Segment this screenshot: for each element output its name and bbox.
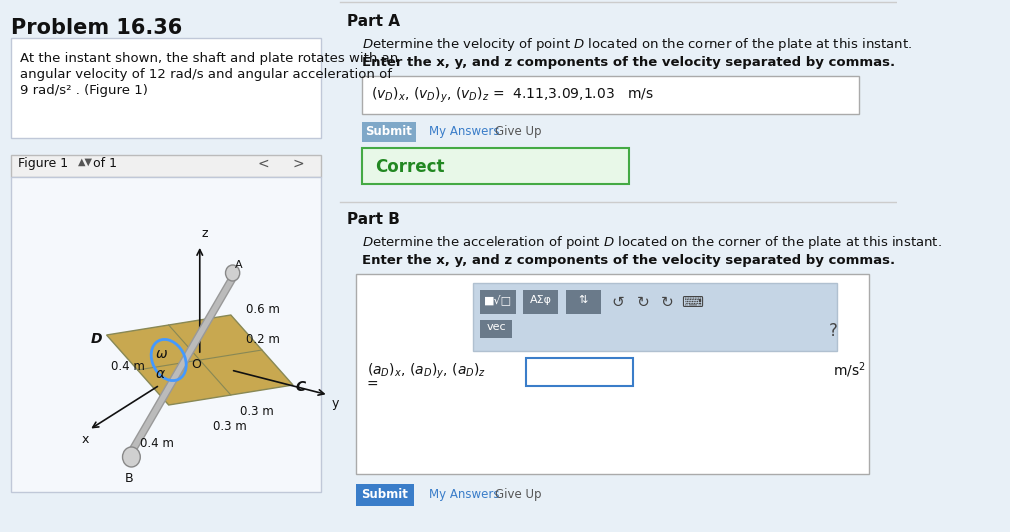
Text: Submit: Submit: [366, 125, 412, 138]
Text: ▲▼: ▲▼: [78, 157, 93, 167]
Text: ω: ω: [156, 347, 167, 361]
Bar: [356, 484, 414, 506]
Text: $(a_D)_x$, $(a_D)_y$, $(a_D)_z$: $(a_D)_x$, $(a_D)_y$, $(a_D)_z$: [367, 362, 486, 381]
Text: of 1: of 1: [93, 157, 117, 170]
Text: α: α: [156, 367, 165, 381]
Text: m/s$^2$: m/s$^2$: [833, 360, 866, 380]
Text: 0.3 m: 0.3 m: [239, 405, 274, 418]
Bar: [566, 290, 601, 314]
Bar: [481, 290, 516, 314]
Text: C: C: [296, 380, 306, 394]
Text: 0.3 m: 0.3 m: [213, 420, 246, 433]
Text: 0.4 m: 0.4 m: [140, 437, 174, 450]
Text: Enter the x, y, and z components of the velocity separated by commas.: Enter the x, y, and z components of the …: [363, 56, 895, 69]
Text: O: O: [191, 358, 201, 371]
Text: ↻: ↻: [662, 295, 674, 310]
Bar: [363, 122, 415, 142]
Bar: [523, 290, 559, 314]
Text: Give Up: Give Up: [496, 488, 542, 501]
Text: z: z: [202, 227, 208, 240]
Text: Correct: Correct: [376, 158, 445, 176]
Bar: [526, 358, 633, 386]
Text: =: =: [367, 378, 379, 392]
Bar: [474, 283, 837, 351]
Circle shape: [122, 447, 140, 467]
Text: Submit: Submit: [361, 488, 408, 501]
Text: Part B: Part B: [347, 212, 400, 227]
Text: Figure 1: Figure 1: [18, 157, 68, 170]
Text: Problem 16.36: Problem 16.36: [11, 18, 182, 38]
Text: Give Up: Give Up: [496, 125, 542, 138]
Text: ↺: ↺: [612, 295, 624, 310]
Text: x: x: [82, 433, 89, 446]
Bar: [356, 274, 870, 474]
Text: <: <: [258, 157, 269, 171]
Bar: [11, 155, 321, 177]
Text: y: y: [331, 397, 338, 410]
Text: $D$etermine the velocity of point $D$ located on the corner of the plate at this: $D$etermine the velocity of point $D$ lo…: [363, 36, 912, 53]
Text: $D$etermine the acceleration of point $D$ located on the corner of the plate at : $D$etermine the acceleration of point $D…: [363, 234, 942, 251]
Bar: [363, 148, 628, 184]
Bar: [363, 76, 860, 114]
Text: At the instant shown, the shaft and plate rotates with an: At the instant shown, the shaft and plat…: [19, 52, 398, 65]
Text: A: A: [235, 260, 242, 270]
Text: My Answers: My Answers: [429, 488, 499, 501]
Text: angular velocity of 12 rad/s and angular acceleration of: angular velocity of 12 rad/s and angular…: [19, 68, 392, 81]
Text: >: >: [293, 157, 305, 171]
Text: 9 rad/s² . (Figure 1): 9 rad/s² . (Figure 1): [19, 84, 147, 97]
Text: $(v_D)_x$, $(v_D)_y$, $(v_D)_z$ =  4.11,3.09,1.03   m/s: $(v_D)_x$, $(v_D)_y$, $(v_D)_z$ = 4.11,3…: [371, 86, 654, 105]
Circle shape: [225, 265, 239, 281]
Text: B: B: [124, 472, 133, 485]
Bar: [11, 177, 321, 492]
Text: 0.6 m: 0.6 m: [245, 303, 280, 316]
Text: 0.2 m: 0.2 m: [245, 333, 280, 346]
Bar: [481, 320, 512, 338]
Text: 0.4 m: 0.4 m: [111, 360, 144, 373]
Text: My Answers: My Answers: [429, 125, 499, 138]
Polygon shape: [106, 315, 293, 405]
Text: ⌨: ⌨: [682, 295, 704, 310]
Text: vec: vec: [487, 322, 506, 332]
Text: Enter the x, y, and z components of the velocity separated by commas.: Enter the x, y, and z components of the …: [363, 254, 895, 267]
Text: ↻: ↻: [636, 295, 649, 310]
Text: Part A: Part A: [347, 14, 400, 29]
Bar: [11, 38, 321, 138]
Text: ?: ?: [828, 322, 837, 340]
Text: AΣφ: AΣφ: [529, 295, 551, 305]
Text: ⇅: ⇅: [579, 295, 588, 305]
Text: D: D: [91, 332, 102, 346]
Text: ■√□: ■√□: [484, 295, 512, 306]
